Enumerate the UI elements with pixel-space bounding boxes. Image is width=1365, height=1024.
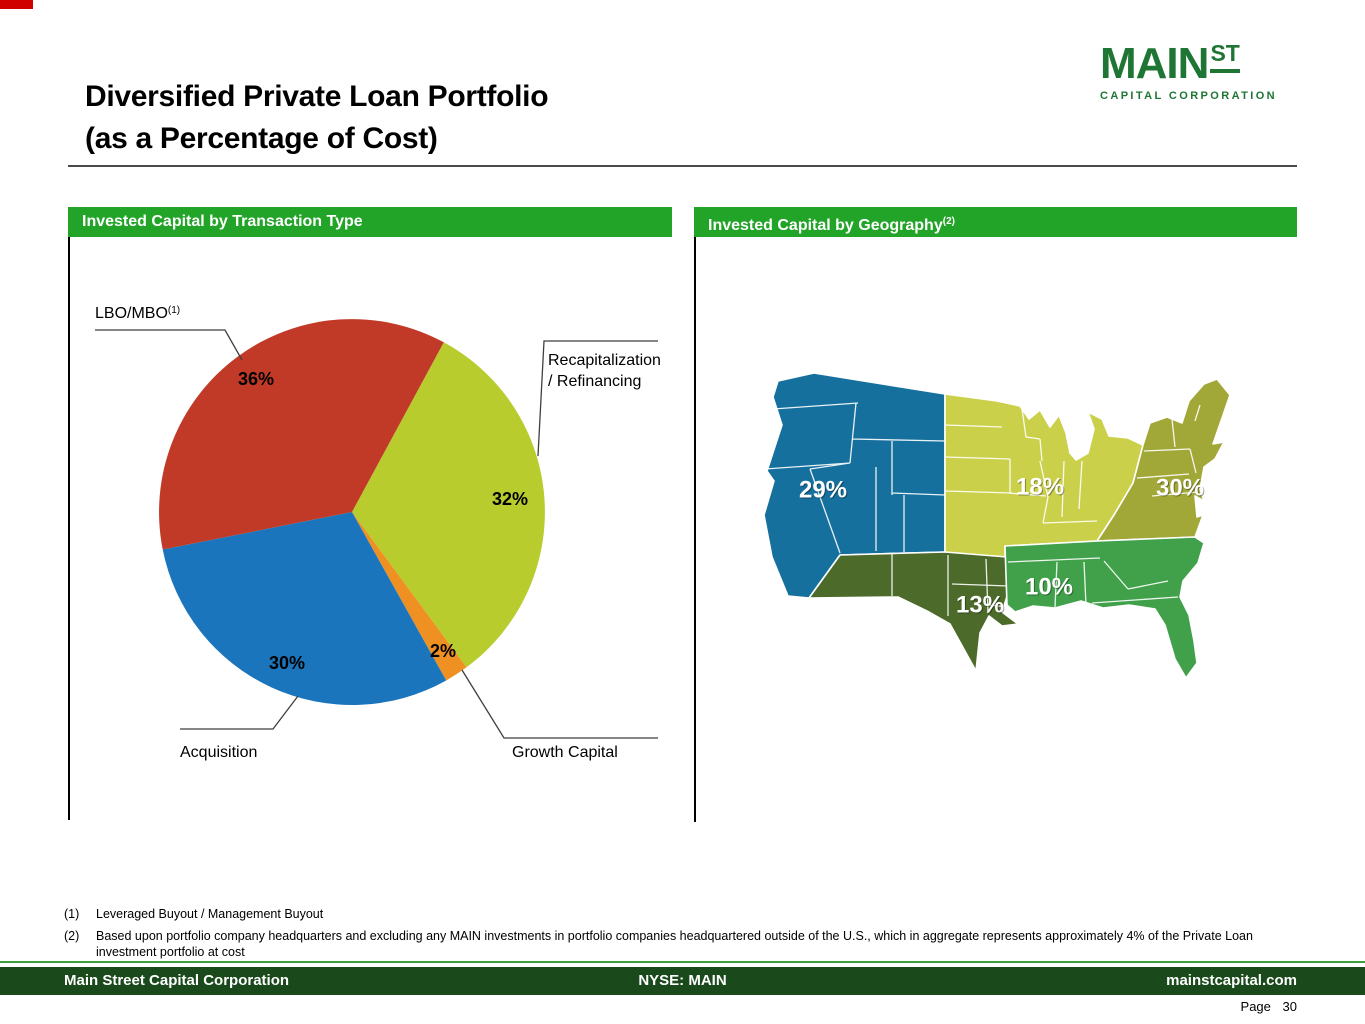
map-label-southeast: 10% bbox=[1025, 573, 1073, 600]
footnote-1-text: Leveraged Buyout / Management Buyout bbox=[96, 907, 324, 921]
pie-slice-recapitalization bbox=[352, 342, 545, 668]
page-number-label: Page bbox=[1240, 999, 1271, 1014]
page-title-line1: Diversified Private Loan Portfolio bbox=[85, 80, 549, 113]
callout-line-lbo-mbo bbox=[95, 329, 243, 361]
state-borders-southeast bbox=[1007, 557, 1179, 608]
logo-st-text: ST bbox=[1210, 42, 1240, 73]
right-panel-header-footnote: (2) bbox=[942, 216, 955, 227]
footer-ticker: NYSE: MAIN bbox=[638, 972, 727, 989]
footnote-1: (1) Leveraged Buyout / Management Buyout bbox=[64, 906, 1304, 922]
state-borders-west bbox=[764, 402, 946, 554]
callout-label-lbo-mbo: LBO/MBO(1) bbox=[95, 300, 180, 324]
right-panel-axis-line bbox=[694, 237, 696, 822]
callout-label-lbo-footnote: (1) bbox=[167, 305, 181, 316]
left-panel-header-text: Invested Capital by Transaction Type bbox=[82, 213, 363, 230]
page-title-line2: (as a Percentage of Cost) bbox=[85, 122, 438, 155]
pie-chart: 36% 32% 30% 2% bbox=[95, 319, 658, 739]
pie-label-growth-pct: 2% bbox=[430, 641, 456, 661]
state-borders-midwest bbox=[944, 408, 1098, 524]
footnote-1-marker: (1) bbox=[64, 907, 80, 921]
pie-label-recap-pct: 32% bbox=[492, 489, 528, 509]
callout-label-acquisition-text: Acquisition bbox=[180, 744, 258, 761]
callout-label-acquisition: Acquisition bbox=[180, 742, 257, 763]
corner-marker bbox=[0, 0, 33, 9]
logo-main-text: MAIN bbox=[1100, 39, 1209, 88]
footer-website: mainstcapital.com bbox=[1166, 972, 1297, 989]
page-number-value: 30 bbox=[1282, 999, 1297, 1014]
callout-label-recapitalization: Recapitalization / Refinancing bbox=[548, 350, 661, 392]
page-title: Diversified Private Loan Portfolio (as a… bbox=[85, 76, 549, 160]
map-label-southwest: 13% bbox=[956, 591, 1004, 618]
pie-label-lbo-pct: 36% bbox=[238, 369, 274, 389]
logo-subtitle: CAPITAL CORPORATION bbox=[1100, 90, 1277, 102]
company-logo: MAIN ST CAPITAL CORPORATION bbox=[1100, 39, 1285, 103]
footer-accent-line bbox=[0, 961, 1365, 963]
callout-label-growth-text: Growth Capital bbox=[512, 744, 618, 761]
callout-line-acquisition bbox=[180, 695, 299, 730]
map-label-northeast: 30% bbox=[1156, 474, 1204, 501]
footer-company: Main Street Capital Corporation bbox=[64, 972, 290, 989]
callout-label-recap-line2: / Refinancing bbox=[548, 373, 642, 390]
map-label-west: 29% bbox=[799, 476, 847, 503]
us-map: 29% 18% 30% 13% 10% bbox=[763, 372, 1231, 679]
right-panel-header: Invested Capital by Geography(2) bbox=[694, 207, 1297, 237]
map-label-midwest: 18% bbox=[1016, 473, 1064, 500]
footnote-2-text: Based upon portfolio company headquarter… bbox=[96, 929, 1253, 959]
state-borders-southwest bbox=[891, 554, 1010, 616]
map-region-southeast bbox=[1004, 536, 1205, 679]
footnote-2: (2) Based upon portfolio company headqua… bbox=[64, 928, 1264, 960]
title-underline bbox=[68, 165, 1297, 167]
left-panel-header: Invested Capital by Transaction Type bbox=[68, 207, 672, 237]
callout-line-recapitalization bbox=[537, 340, 658, 457]
left-panel-axis-line bbox=[68, 237, 70, 820]
callout-label-lbo-text: LBO/MBO bbox=[95, 305, 168, 322]
callout-label-recap-line1: Recapitalization bbox=[548, 352, 661, 369]
footer-bar: Main Street Capital Corporation NYSE: MA… bbox=[0, 967, 1365, 995]
pie-slice-acquisition bbox=[162, 512, 447, 706]
pie-label-acquisition-pct: 30% bbox=[269, 653, 305, 673]
footnote-2-marker: (2) bbox=[64, 929, 80, 943]
right-panel-header-text: Invested Capital by Geography bbox=[708, 217, 943, 234]
page-number: Page 30 bbox=[1241, 999, 1297, 1014]
pie-slice-growth-capital bbox=[352, 512, 467, 681]
callout-label-growth-capital: Growth Capital bbox=[512, 742, 618, 763]
callout-line-growth-capital bbox=[461, 669, 658, 739]
pie-slice-lbo-mbo bbox=[159, 319, 444, 550]
state-borders-northeast bbox=[1136, 404, 1201, 497]
